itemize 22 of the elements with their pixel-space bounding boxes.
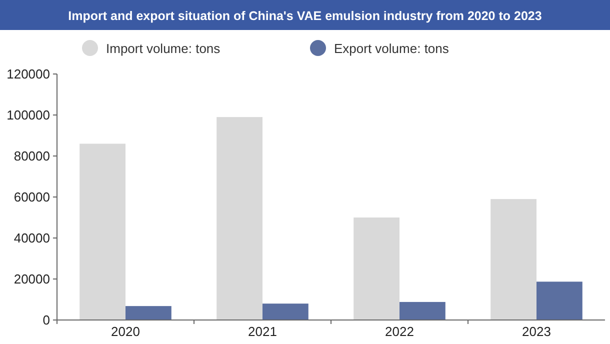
x-tick-label: 2020: [111, 324, 140, 339]
bar: [354, 218, 400, 320]
bar: [490, 199, 536, 320]
y-tick-label: 0: [42, 312, 50, 328]
bar: [536, 282, 582, 320]
legend-label: Export volume: tons: [334, 41, 450, 56]
y-tick-label: 100000: [6, 108, 50, 122]
bar: [126, 306, 172, 320]
y-tick-label: 80000: [14, 148, 50, 164]
bar: [80, 144, 126, 320]
bar: [400, 302, 446, 320]
y-tick-label: 40000: [14, 230, 50, 246]
bar: [262, 304, 308, 320]
legend-label: Import volume: tons: [106, 41, 221, 56]
y-tick-label: 60000: [14, 190, 50, 204]
y-tick-label: 20000: [14, 272, 50, 286]
x-tick-label: 2023: [522, 324, 551, 339]
x-tick-label: 2022: [385, 324, 414, 339]
bar: [216, 117, 262, 320]
chart-title: Import and export situation of China's VAE emulsion industry from 2020 to 2023: [68, 9, 542, 23]
y-tick-label: 120000: [6, 66, 50, 82]
x-tick-label: 2021: [248, 324, 277, 339]
